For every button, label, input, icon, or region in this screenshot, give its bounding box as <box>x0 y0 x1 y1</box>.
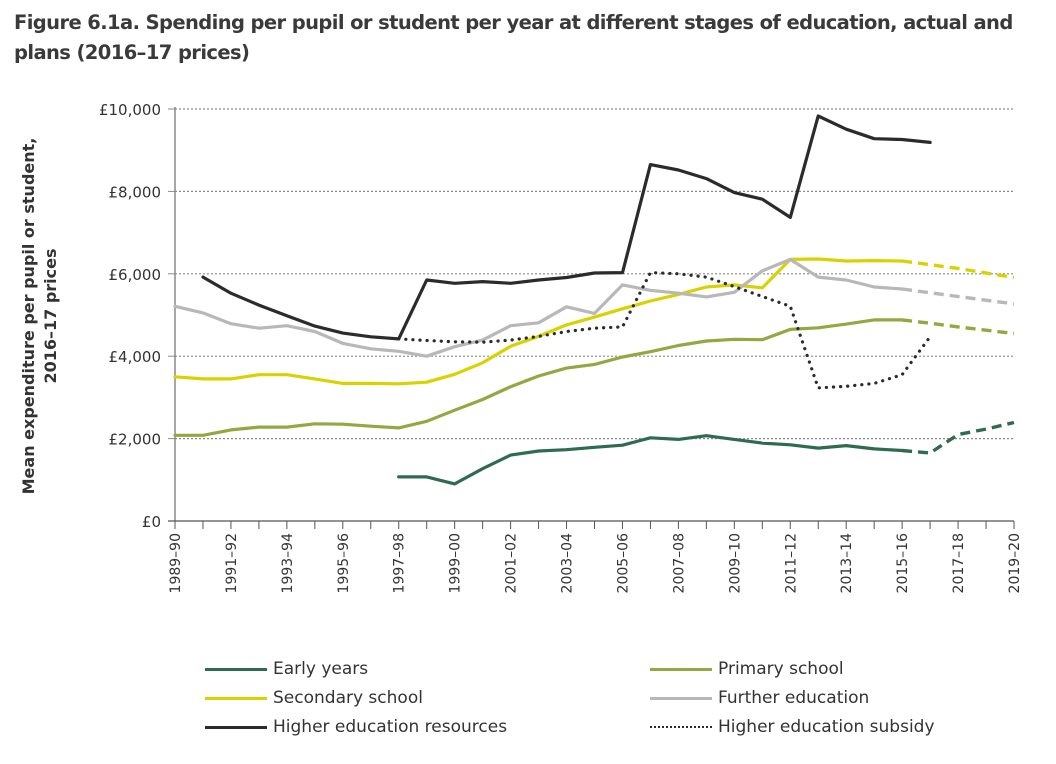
series-line-secondary-school <box>173 257 904 386</box>
x-tick-label: 2011–12 <box>783 533 799 593</box>
x-tick-label: 2017–18 <box>951 533 967 593</box>
y-axis-label-line2: 2016–17 prices <box>41 248 60 383</box>
series-plan-line-early-years <box>901 420 1015 455</box>
x-tick-label: 1991–92 <box>224 533 240 593</box>
y-tick-label: £2,000 <box>109 431 162 449</box>
legend-label: Higher education resources <box>273 717 508 737</box>
series-line-primary-school <box>173 318 904 437</box>
x-tick-label: 2013–14 <box>839 533 855 594</box>
series-plan-line-primary-school <box>901 318 1015 336</box>
x-tick-label: 2001–02 <box>504 533 520 593</box>
y-tick-label: £0 <box>142 513 161 531</box>
y-axis-label-line1: Mean expenditure per pupil or student, <box>19 138 38 495</box>
series-plan-line-further-education <box>901 287 1015 306</box>
y-tick-labels: £0 £2,000 £4,000 £6,000 £8,000 £10,000 <box>99 101 161 531</box>
y-tick-label: £8,000 <box>109 183 162 201</box>
legend-label: Further education <box>718 688 870 708</box>
legend-item-primary-school: Primary school <box>650 656 844 682</box>
legend-swatch-primary-school <box>650 667 712 671</box>
legend-label: Primary school <box>718 659 844 679</box>
series-lines <box>173 114 1015 486</box>
x-tick-label: 1999–00 <box>448 533 464 593</box>
legend-swatch-secondary-school <box>205 696 267 700</box>
y-tick-label: £4,000 <box>109 348 162 366</box>
x-tick-label: 2015–16 <box>895 533 911 594</box>
legend-item-secondary-school: Secondary school <box>205 685 423 711</box>
series-line-further-education <box>173 257 904 358</box>
x-tick-label: 2005–06 <box>615 533 631 594</box>
legend-item-further-education: Further education <box>650 685 869 711</box>
legend-label: Early years <box>273 659 369 679</box>
x-tick-label: 2007–08 <box>671 533 687 593</box>
x-tick-label: 2019–20 <box>1007 533 1023 593</box>
legend-item-higher-education-subsidy: Higher education subsidy <box>650 714 935 740</box>
chart-title: Figure 6.1a. Spending per pupil or stude… <box>14 11 1013 64</box>
x-tick-label: 1997–98 <box>392 533 408 593</box>
x-tick-label: 2009–10 <box>727 533 743 593</box>
series-plan-line-secondary-school <box>901 259 1015 280</box>
legend-label: Higher education subsidy <box>718 717 935 737</box>
x-tick-label: 1995–96 <box>336 533 352 594</box>
series-line-early-years <box>397 434 904 486</box>
legend-label: Secondary school <box>273 688 423 708</box>
y-tick-label: £6,000 <box>109 266 162 284</box>
legend-item-early-years: Early years <box>205 656 368 682</box>
legend-swatch-higher-education-resources <box>205 725 267 729</box>
x-tick-label: 1989–90 <box>168 533 184 593</box>
legend-swatch-further-education <box>650 696 712 700</box>
legend-swatch-higher-education-subsidy <box>650 726 712 728</box>
x-tick-label: 2003–04 <box>560 533 576 594</box>
x-tick-labels: 1989–90 1991–92 1993–94 1995–96 1997–98 1999–… <box>168 533 1023 594</box>
series-line-higher-education-resources <box>201 114 932 341</box>
x-tick-label: 1993–94 <box>280 533 296 594</box>
legend-swatch-early-years <box>205 667 267 671</box>
y-tick-label: £10,000 <box>99 101 161 119</box>
legend-item-higher-education-resources: Higher education resources <box>205 714 507 740</box>
series-line-higher-education-subsidy <box>397 271 932 390</box>
axes <box>168 107 1015 529</box>
